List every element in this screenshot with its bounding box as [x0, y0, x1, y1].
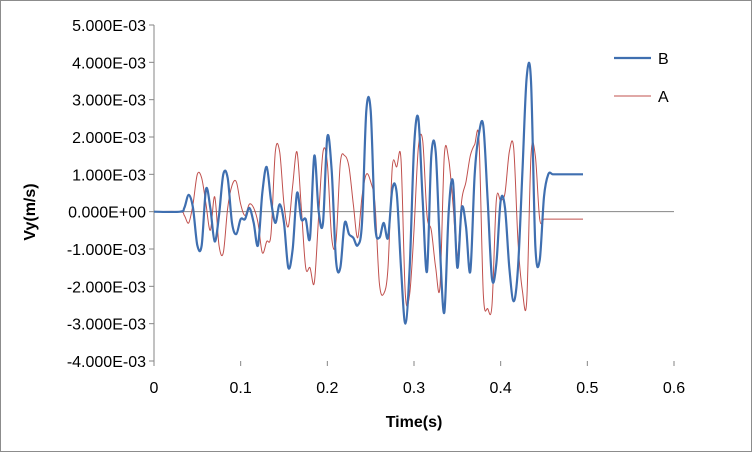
tick-labels: 5.000E-03 4.000E-03 3.000E-03 2.000E-03 1.00… — [67, 18, 685, 397]
y-tick-label: -1.000E-03 — [67, 242, 146, 259]
legend-label-a: A — [658, 89, 669, 106]
y-tick-label: 2.000E-03 — [72, 130, 146, 147]
axes — [149, 24, 675, 366]
series-layer — [153, 61, 583, 325]
x-tick-label: 0.6 — [663, 380, 685, 397]
x-axis-title: Time(s) — [386, 414, 443, 431]
legend: BA — [614, 51, 669, 106]
x-tick-label: 0.5 — [576, 380, 598, 397]
y-tick-label: 5.000E-03 — [72, 18, 146, 35]
y-tick-label: -3.000E-03 — [67, 317, 146, 334]
y-tick-label: 4.000E-03 — [72, 55, 146, 72]
x-tick-label: 0.1 — [230, 380, 252, 397]
y-tick-label: 0.000E+00 — [68, 205, 146, 222]
y-tick-label: 3.000E-03 — [72, 93, 146, 110]
legend-label-b: B — [658, 51, 669, 68]
y-tick-label: 1.000E-03 — [72, 167, 146, 184]
y-tick-label: -2.000E-03 — [67, 279, 146, 296]
series-line-b — [153, 61, 583, 325]
y-tick-label: -4.000E-03 — [67, 354, 146, 371]
x-tick-label: 0.2 — [316, 380, 338, 397]
x-tick-label: 0 — [150, 380, 159, 397]
x-tick-label: 0.3 — [403, 380, 425, 397]
y-axis-title: Vy(m/s) — [22, 183, 39, 240]
x-tick-label: 0.4 — [490, 380, 512, 397]
